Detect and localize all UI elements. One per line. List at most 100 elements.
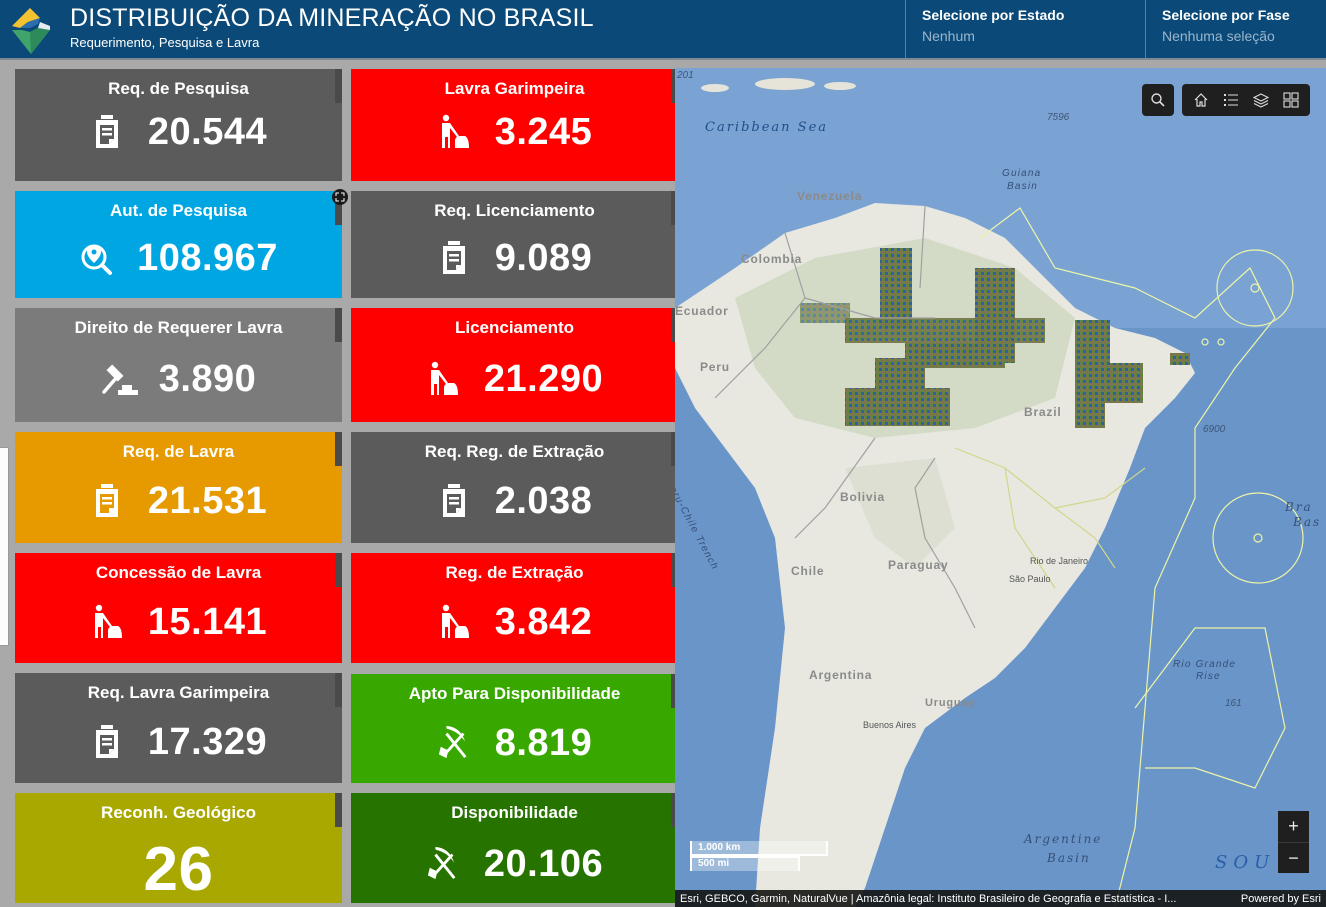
card-licenciamento[interactable]: Licenciamento 21.290 [351,308,678,422]
card-title: Req. de Pesquisa [108,79,249,98]
state-selector-label: Selecione por Estado [922,7,1065,23]
expand-widget-button[interactable] [332,189,348,205]
search-icon [1151,93,1165,107]
map-search-toolbar [1142,84,1174,116]
card-value: 8.819 [494,722,593,764]
pick-shovel-icon [426,846,460,882]
card-value: 21.290 [483,358,604,400]
anm-diamond-logo-icon [12,8,50,54]
card-value: 17.329 [147,721,268,763]
card-title: Aut. de Pesquisa [110,201,247,220]
card-title: Concessão de Lavra [95,563,262,582]
clipboard-icon [437,240,471,276]
clipboard-icon [90,724,124,760]
card-value: 108.967 [137,237,278,279]
clipboard-icon [437,483,471,519]
card-title: Reconh. Geológico [101,803,256,822]
basemap-gallery-button[interactable] [1278,87,1304,113]
pick-shovel-icon [437,725,471,761]
card-scrollbar[interactable] [671,191,678,225]
card-reg-extracao[interactable]: Reg. de Extração 3.842 [351,553,678,663]
card-scrollbar[interactable] [335,553,342,587]
card-req-pesquisa[interactable]: Req. de Pesquisa 20.544 [15,69,342,181]
card-title: Req. Reg. de Extração [424,442,605,461]
card-scrollbar[interactable] [671,674,678,708]
map-widgets-toolbar [1182,84,1310,116]
card-value: 3.245 [494,111,593,153]
card-scrollbar[interactable] [335,673,342,707]
page-subtitle: Requerimento, Pesquisa e Lavra [70,35,260,50]
card-direito-requerer-lavra[interactable]: Direito de Requerer Lavra 3.890 [15,308,342,422]
card-value: 21.531 [147,480,268,522]
card-title: Req. Lavra Garimpeira [87,683,270,702]
card-scrollbar[interactable] [335,308,342,342]
card-scrollbar[interactable] [671,308,678,342]
state-selector[interactable]: Selecione por Estado Nenhum [905,0,1145,58]
clipboard-icon [90,483,124,519]
card-title: Req. de Lavra [122,442,235,461]
card-scrollbar[interactable] [671,793,678,827]
card-title: Direito de Requerer Lavra [74,318,283,337]
map-attribution: Esri, GEBCO, Garmin, NaturalVue | Amazôn… [675,890,1326,907]
phase-selector-label: Selecione por Fase [1162,7,1290,23]
card-title: Req. Licenciamento [434,201,595,220]
miner-icon [437,604,471,640]
page-title: DISTRIBUIÇÃO DA MINERAÇÃO NO BRASIL [70,4,594,32]
card-title: Lavra Garimpeira [444,79,585,98]
card-scrollbar[interactable] [335,793,342,827]
location-search-icon [79,240,113,276]
layers-button[interactable] [1248,87,1274,113]
card-scrollbar[interactable] [335,432,342,466]
app-header: DISTRIBUIÇÃO DA MINERAÇÃO NO BRASIL Requ… [0,0,1326,60]
miner-icon [437,114,471,150]
card-value: 3.842 [494,601,593,643]
home-icon [1194,93,1208,107]
gavel-icon [101,361,141,397]
card-title: Licenciamento [454,318,575,337]
card-scrollbar[interactable] [671,69,678,103]
side-panel-handle[interactable] [0,447,9,646]
phase-selector-value: Nenhuma seleção [1162,28,1275,44]
card-concessao-lavra[interactable]: Concessão de Lavra 15.141 [15,553,342,663]
card-reconh-geologico[interactable]: Reconh. Geológico 26 [15,793,342,903]
legend-button[interactable] [1218,87,1244,113]
state-selector-value: Nenhum [922,28,975,44]
card-title: Apto Para Disponibilidade [408,684,621,703]
card-scrollbar[interactable] [335,69,342,103]
clipboard-icon [90,114,124,150]
miner-icon [426,361,460,397]
basemap-gallery-icon [1283,92,1299,108]
layers-icon [1253,93,1269,108]
card-req-lavra-garimpeira[interactable]: Req. Lavra Garimpeira 17.329 [15,673,342,783]
card-lavra-garimpeira[interactable]: Lavra Garimpeira 3.245 [351,69,678,181]
card-apto-disponibilidade[interactable]: Apto Para Disponibilidade 8.819 [351,674,678,783]
map-view[interactable]: 201 Caribbean Sea 7596 Guiana Basin Vene… [675,68,1326,907]
powered-by-esri-link[interactable]: Powered by Esri [1240,892,1321,905]
miner-icon [90,604,124,640]
card-aut-pesquisa[interactable]: Aut. de Pesquisa 108.967 [15,191,342,298]
card-scrollbar[interactable] [671,432,678,466]
scale-bar: 1.000 km 500 mi [690,841,830,871]
zoom-in-button[interactable]: + [1288,816,1299,836]
zoom-out-button[interactable]: − [1278,842,1309,873]
card-scrollbar[interactable] [335,191,342,225]
card-value: 20.106 [483,843,604,885]
card-req-licenciamento[interactable]: Req. Licenciamento 9.089 [351,191,678,298]
attribution-text[interactable]: Esri, GEBCO, Garmin, NaturalVue | Amazôn… [680,892,1177,905]
search-button[interactable] [1145,87,1171,113]
legend-list-icon [1224,94,1238,106]
basemap [675,68,1326,907]
home-button[interactable] [1188,87,1214,113]
card-title: Reg. de Extração [445,563,584,582]
card-disponibilidade[interactable]: Disponibilidade 20.106 [351,793,678,903]
card-title: Disponibilidade [451,803,578,822]
expand-icon [335,192,345,202]
card-value: 20.544 [147,111,268,153]
phase-selector[interactable]: Selecione por Fase Nenhuma seleção [1145,0,1326,58]
scale-mi: 500 mi [690,856,800,871]
zoom-control: + − [1278,811,1309,873]
card-req-reg-extracao[interactable]: Req. Reg. de Extração 2.038 [351,432,678,543]
card-req-lavra[interactable]: Req. de Lavra 21.531 [15,432,342,543]
card-value: 9.089 [494,237,593,279]
card-scrollbar[interactable] [671,553,678,587]
